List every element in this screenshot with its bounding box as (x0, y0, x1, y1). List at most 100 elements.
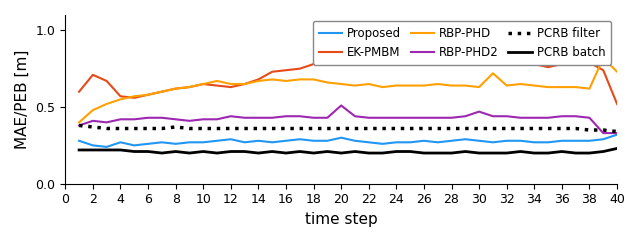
PCRB filter (213, 127, 221, 130)
RBP-PHD2 (268, 116, 276, 119)
Proposed (324, 139, 332, 142)
Proposed (544, 141, 552, 144)
PCRB batch (89, 149, 97, 151)
PCRB batch (448, 151, 456, 154)
Proposed (282, 139, 290, 142)
Proposed (310, 139, 317, 142)
PCRB batch (324, 150, 332, 153)
Proposed (379, 142, 387, 145)
RBP-PHD (448, 84, 456, 87)
EK-PMBM (544, 66, 552, 68)
Line: PCRB filter: PCRB filter (79, 125, 617, 132)
RBP-PHD (434, 83, 442, 85)
RBP-PHD (76, 121, 83, 124)
PCRB batch (296, 150, 303, 153)
PCRB batch (131, 150, 138, 153)
PCRB filter (337, 127, 345, 130)
Proposed (103, 145, 111, 148)
RBP-PHD (503, 84, 511, 87)
Proposed (503, 139, 511, 142)
PCRB batch (586, 151, 593, 154)
Line: Proposed: Proposed (79, 135, 617, 147)
RBP-PHD (351, 84, 359, 87)
PCRB filter (406, 127, 414, 130)
PCRB batch (365, 151, 372, 154)
RBP-PHD2 (186, 119, 193, 122)
PCRB filter (365, 127, 372, 130)
Proposed (461, 138, 469, 141)
PCRB filter (282, 127, 290, 130)
PCRB batch (613, 147, 621, 150)
RBP-PHD2 (461, 115, 469, 118)
RBP-PHD2 (489, 115, 497, 118)
EK-PMBM (448, 50, 456, 53)
RBP-PHD2 (103, 121, 111, 124)
Proposed (392, 141, 400, 144)
PCRB batch (434, 151, 442, 154)
PCRB batch (268, 150, 276, 153)
RBP-PHD (103, 103, 111, 106)
Proposed (420, 139, 428, 142)
EK-PMBM (296, 67, 303, 70)
RBP-PHD (282, 80, 290, 83)
Proposed (586, 139, 593, 142)
Proposed (116, 141, 124, 144)
EK-PMBM (172, 87, 179, 90)
Proposed (268, 141, 276, 144)
PCRB filter (572, 127, 579, 130)
PCRB batch (516, 150, 524, 153)
RBP-PHD2 (172, 118, 179, 121)
Line: PCRB batch: PCRB batch (79, 148, 617, 153)
PCRB filter (448, 127, 456, 130)
PCRB filter (76, 124, 83, 127)
RBP-PHD2 (531, 116, 538, 119)
Proposed (186, 141, 193, 144)
EK-PMBM (324, 60, 332, 62)
PCRB filter (461, 127, 469, 130)
Line: EK-PMBM: EK-PMBM (79, 49, 617, 104)
Proposed (76, 139, 83, 142)
RBP-PHD2 (572, 115, 579, 118)
RBP-PHD (572, 86, 579, 89)
PCRB batch (476, 151, 483, 154)
Proposed (144, 142, 152, 145)
EK-PMBM (131, 96, 138, 99)
EK-PMBM (406, 52, 414, 55)
PCRB filter (558, 127, 566, 130)
RBP-PHD (476, 86, 483, 89)
EK-PMBM (613, 103, 621, 106)
RBP-PHD (324, 81, 332, 84)
Proposed (213, 139, 221, 142)
EK-PMBM (158, 90, 166, 93)
RBP-PHD (337, 83, 345, 85)
EK-PMBM (476, 49, 483, 52)
PCRB batch (241, 150, 248, 153)
RBP-PHD (365, 83, 372, 85)
Proposed (448, 139, 456, 142)
PCRB batch (200, 150, 207, 153)
PCRB batch (420, 151, 428, 154)
PCRB filter (227, 127, 235, 130)
PCRB batch (282, 151, 290, 154)
RBP-PHD2 (227, 115, 235, 118)
Proposed (476, 139, 483, 142)
RBP-PHD (392, 84, 400, 87)
RBP-PHD2 (282, 115, 290, 118)
Proposed (255, 139, 262, 142)
EK-PMBM (213, 84, 221, 87)
EK-PMBM (531, 63, 538, 66)
PCRB batch (116, 149, 124, 151)
Legend: Proposed, EK-PMBM, RBP-PHD, RBP-PHD2, PCRB filter, PCRB batch: Proposed, EK-PMBM, RBP-PHD, RBP-PHD2, PC… (313, 21, 611, 65)
RBP-PHD (310, 78, 317, 81)
PCRB filter (255, 127, 262, 130)
PCRB batch (379, 151, 387, 154)
PCRB batch (227, 150, 235, 153)
PCRB batch (503, 151, 511, 154)
PCRB batch (310, 151, 317, 154)
Proposed (89, 144, 97, 147)
PCRB batch (76, 149, 83, 151)
RBP-PHD2 (392, 116, 400, 119)
PCRB filter (158, 127, 166, 130)
RBP-PHD (379, 86, 387, 89)
RBP-PHD2 (158, 116, 166, 119)
